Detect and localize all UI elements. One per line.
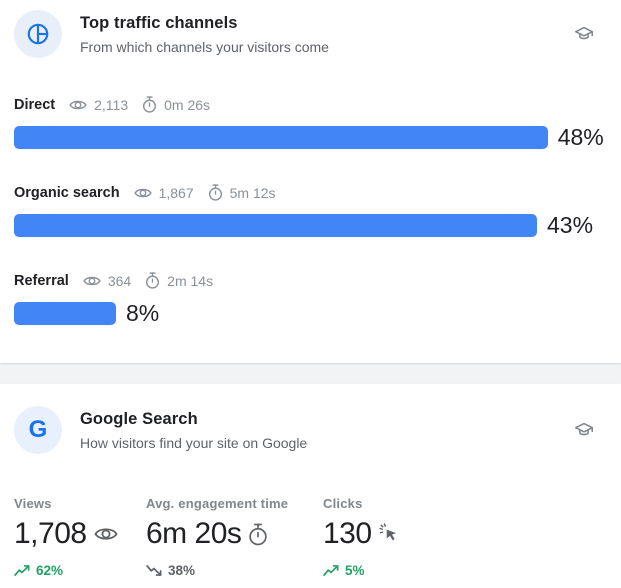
- channel-row-referral: Referral 364 2m 14s: [14, 272, 607, 327]
- channel-avg-time: 2m 14s: [131, 272, 213, 289]
- stat-value: 6m 20s: [146, 517, 242, 550]
- google-card-header: G Google Search How visitors find your s…: [14, 406, 607, 454]
- eye-icon: [94, 525, 118, 543]
- channel-name: Organic search: [14, 184, 120, 201]
- google-g-icon: G: [28, 416, 48, 443]
- stopwatch-icon: [145, 272, 160, 289]
- channel-views-value: 2,113: [94, 96, 129, 113]
- google-card-title: Google Search: [80, 409, 198, 428]
- trend-down-icon: [146, 564, 162, 577]
- stat-label: Avg. engagement time: [146, 496, 289, 511]
- channel-row-direct: Direct 2,113 0m 26s: [14, 96, 607, 151]
- traffic-card-header-text: Top traffic channels From which channels…: [80, 14, 569, 55]
- channel-row-organic-search: Organic search 1,867 5m 12s: [14, 184, 607, 239]
- channel-percent: 48%: [557, 124, 604, 150]
- stat-value: 1,708: [14, 517, 87, 550]
- trend-value: 38%: [168, 563, 196, 578]
- channel-views-value: 364: [107, 272, 132, 289]
- trend-up-icon: [323, 564, 339, 577]
- google-card-header-text: Google Search How visitors find your sit…: [80, 410, 569, 451]
- channel-bar: [14, 302, 116, 325]
- stopwatch-icon: [142, 96, 157, 113]
- traffic-card-avatar: [14, 10, 62, 58]
- stat-avg-engagement-time: Avg. engagement time 6m 20s 38%: [146, 496, 323, 578]
- channel-list: Direct 2,113 0m 26s: [14, 96, 607, 327]
- stat-views: Views 1,708 62%: [14, 496, 146, 578]
- channel-percent: 43%: [547, 212, 594, 238]
- traffic-card-header: Top traffic channels From which channels…: [14, 10, 607, 58]
- trend-value: 5%: [345, 563, 365, 578]
- channel-name: Referral: [14, 272, 69, 289]
- eye-icon: [83, 274, 101, 288]
- channel-avg-time-value: 0m 26s: [164, 96, 211, 113]
- channel-views-value: 1,867: [158, 184, 194, 201]
- stat-label: Views: [14, 496, 52, 511]
- traffic-learn-button[interactable]: [569, 19, 599, 49]
- card-top-traffic-channels: Top traffic channels From which channels…: [0, 0, 621, 363]
- channel-views: 364: [69, 273, 131, 289]
- trend-up-icon: [14, 564, 30, 577]
- channel-avg-time-value: 5m 12s: [229, 184, 276, 201]
- graduation-cap-icon: [573, 23, 595, 45]
- channel-percent: 8%: [125, 300, 160, 326]
- trend-value: 62%: [36, 563, 64, 578]
- card-google-search: G Google Search How visitors find your s…: [0, 384, 621, 588]
- cursor-click-icon: [378, 523, 401, 545]
- channel-views: 2,113: [55, 97, 128, 113]
- stopwatch-icon: [248, 523, 268, 546]
- channel-bar: [14, 126, 548, 149]
- google-learn-button[interactable]: [569, 415, 599, 445]
- channel-views: 1,867: [120, 185, 194, 201]
- eye-icon: [133, 186, 152, 200]
- graduation-cap-icon: [573, 419, 595, 441]
- channel-name: Direct: [14, 96, 56, 113]
- google-stats-row: Views 1,708 62% Avg. engagement t: [14, 496, 607, 578]
- traffic-card-subtitle: From which channels your visitors come: [80, 38, 329, 55]
- eye-icon: [69, 98, 87, 112]
- stat-value: 130: [323, 517, 372, 550]
- google-card-subtitle: How visitors find your site on Google: [80, 434, 308, 451]
- channel-avg-time-value: 2m 14s: [167, 272, 214, 289]
- stat-clicks: Clicks 130 5%: [323, 496, 401, 578]
- google-card-avatar: G: [14, 406, 62, 454]
- stat-label: Clicks: [323, 496, 363, 511]
- stopwatch-icon: [208, 184, 223, 201]
- traffic-card-title: Top traffic channels: [80, 13, 238, 32]
- channel-avg-time: 5m 12s: [194, 184, 276, 201]
- channel-bar: [14, 214, 538, 237]
- channel-avg-time: 0m 26s: [128, 96, 210, 113]
- pie-chart-icon: [25, 21, 51, 47]
